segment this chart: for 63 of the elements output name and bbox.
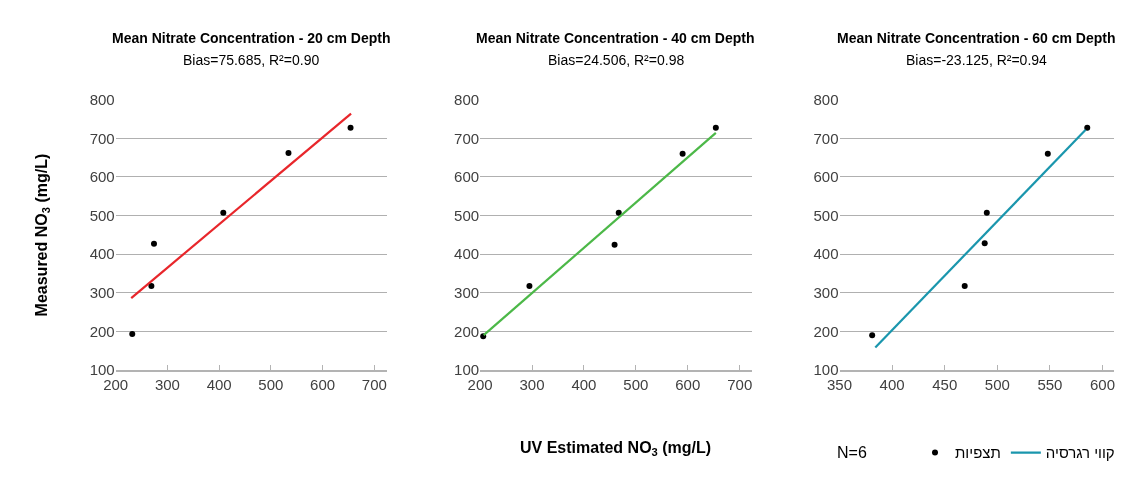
y-tick-label: 200 [89,322,115,340]
point [869,332,876,339]
y-tick-label: 400 [454,245,480,263]
y-tick-label: 700 [813,129,839,147]
y-tick-label: 200 [813,322,839,340]
x-tick-label: 600 [675,375,701,393]
y-tick-label: 300 [813,283,839,301]
point [285,149,292,156]
y-tick-label: 500 [813,206,839,224]
point [615,209,622,216]
point [220,209,227,216]
chart-subtitle: Bias=-23.125, R²=0.94 [906,52,1048,68]
point [981,240,988,247]
text: N=6 [837,444,867,461]
y-tick-label: 500 [89,206,115,224]
x-tick-label: 500 [984,375,1010,393]
x-tick-label: 550 [1037,375,1063,393]
y-tick-label: 500 [454,206,480,224]
legend-label: קווי רגרסיה [1045,444,1115,462]
x-tick-label: 500 [623,375,649,393]
x-tick-label: 300 [519,375,545,393]
point [148,283,155,290]
x-tick-label: 600 [310,375,336,393]
point [347,124,354,131]
y-tick-label: 800 [813,90,839,108]
chart-title: Mean Nitrate Concentration - 60 cm Depth [837,30,1116,46]
x-tick-label: 450 [932,375,958,393]
point [712,124,719,131]
y-tick-label: 300 [89,283,115,301]
point [1044,150,1051,157]
point [526,283,533,290]
x-tick-label: 700 [361,375,387,393]
y-tick-label: 700 [454,129,480,147]
y-tick-label: 400 [89,245,115,263]
y-tick-label: 700 [89,129,115,147]
point [961,283,968,290]
y-tick-label: 600 [89,168,115,186]
y-tick-label: 800 [89,90,115,108]
y-tick-label: 300 [454,283,480,301]
x-tick-label: 400 [571,375,597,393]
x-tick-label: 500 [258,375,284,393]
x-tick-label: 400 [879,375,905,393]
legend-label: תצפיות [955,444,1001,462]
x-axis-title: UV Estimated NO$_{3}$ (mg/L) [520,439,712,459]
chart-subtitle: Bias=75.685, R²=0.90 [183,52,320,68]
point [1084,124,1091,131]
y-tick-label: 800 [454,90,480,108]
y-tick-label: 200 [454,322,480,340]
y-tick-label: 600 [454,168,480,186]
y-tick-label: 400 [813,245,839,263]
x-tick-label: 700 [727,375,753,393]
x-tick-label: 600 [1089,375,1116,393]
chart-title: Mean Nitrate Concentration - 40 cm Depth [476,30,755,46]
point [679,150,686,157]
x-tick-label: 400 [206,375,232,393]
chart-subtitle: Bias=24.506, R²=0.98 [548,52,685,68]
point [983,209,990,216]
chart-title: Mean Nitrate Concentration - 20 cm Depth [112,30,391,46]
point [129,330,136,337]
point [150,240,157,247]
point [611,241,618,248]
y-tick-label: 600 [813,168,839,186]
x-tick-label: 300 [154,375,180,393]
